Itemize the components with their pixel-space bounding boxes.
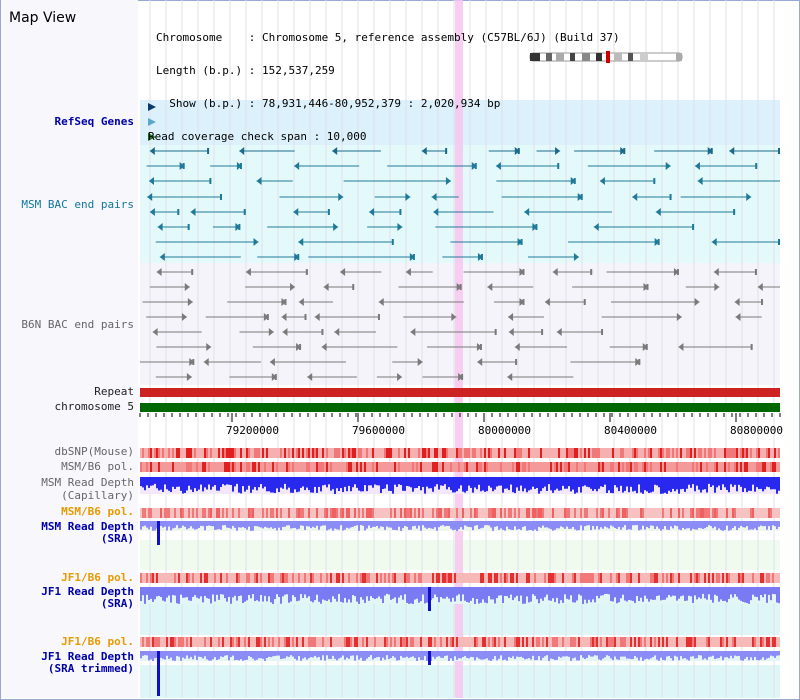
track-label-msm-depth-sra[interactable]: MSM Read Depth xyxy=(41,520,134,533)
track-label-repeat[interactable]: Repeat xyxy=(94,385,134,398)
axis-tick-label: 80000000 xyxy=(478,424,531,437)
coverage-line: Read coverage check span : 10,000 xyxy=(148,130,367,143)
track-label-b6n-bac[interactable]: B6N BAC end pairs xyxy=(21,318,134,331)
track-label-jf1-pol-2[interactable]: JF1/B6 pol. xyxy=(61,635,134,648)
track-label-jf1-depth-sra[interactable]: JF1 Read Depth xyxy=(41,585,134,598)
track-label-jf1-depth-sra-sub: (SRA) xyxy=(100,597,134,610)
track-label-msm-bac[interactable]: MSM BAC end pairs xyxy=(21,198,134,211)
track-label-msm-depth-cap[interactable]: MSM Read Depth xyxy=(41,476,134,489)
axis-tick-label: 79600000 xyxy=(352,424,405,437)
data-bars xyxy=(140,388,780,696)
length-line: Length (b.p.) : 152,537,259 xyxy=(156,64,335,77)
selection-highlight xyxy=(455,0,463,698)
region-info: Chromosome : Chromosome 5, reference ass… xyxy=(148,10,620,153)
feature-glyphs xyxy=(140,147,780,381)
track-label-msm-depth-sra-sub: (SRA) xyxy=(100,532,134,545)
track-label-jf1-depth-trim[interactable]: JF1 Read Depth xyxy=(41,650,134,663)
track-label-msm-depth-cap-sub: (Capillary) xyxy=(61,489,134,502)
refseq-arrow-light xyxy=(148,118,156,126)
refseq-arrow-dark xyxy=(148,103,156,111)
refseq-arrow-green xyxy=(148,133,156,141)
track-label-msm-pol-1[interactable]: MSM/B6 pol. xyxy=(61,460,134,473)
chromosome-ideogram xyxy=(529,51,683,63)
left-panel-bg xyxy=(1,0,138,698)
show-line: Show (b.p.) : 78,931,446-80,952,379 : 2,… xyxy=(156,97,501,110)
window-title: Map View xyxy=(9,10,77,26)
repeat-track-bar xyxy=(140,388,780,397)
track-label-jf1-depth-trim-sub: (SRA trimmed) xyxy=(47,662,134,675)
axis-ticks xyxy=(139,413,781,422)
axis-tick-label: 80800000 xyxy=(730,424,783,437)
track-label-jf1-pol-1[interactable]: JF1/B6 pol. xyxy=(61,571,134,584)
track-label-msm-pol-2[interactable]: MSM/B6 pol. xyxy=(61,505,134,518)
chromosome-line: Chromosome : Chromosome 5, reference ass… xyxy=(156,31,620,44)
track-label-refseq[interactable]: RefSeq Genes xyxy=(54,115,134,128)
track-label-chromosome[interactable]: chromosome 5 xyxy=(54,400,134,413)
axis-tick-label: 79200000 xyxy=(226,424,279,437)
track-label-dbsnp[interactable]: dbSNP(Mouse) xyxy=(54,445,134,458)
axis-tick-label: 80400000 xyxy=(604,424,657,437)
chromosome-bar xyxy=(140,403,780,412)
